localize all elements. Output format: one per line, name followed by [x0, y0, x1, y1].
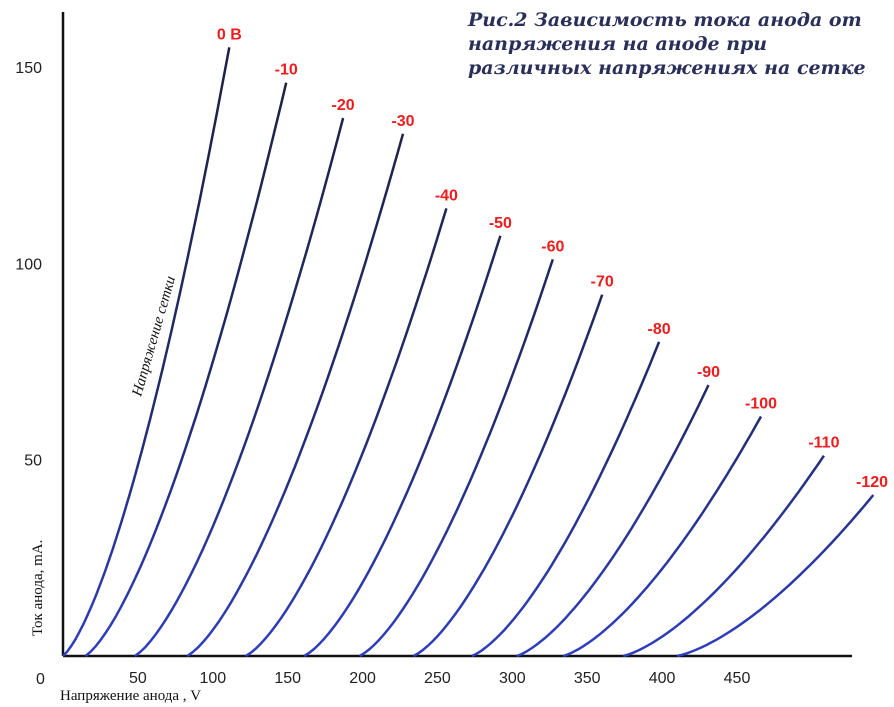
curve-line-0: [62, 47, 231, 657]
origin-label: 0: [36, 671, 45, 688]
x-tick-labels: 50 100 150 200 250 300 350 400 450: [129, 670, 750, 687]
x-tick-label: 50: [129, 670, 147, 687]
curve-label-7: -70: [591, 274, 614, 291]
x-tick-label: 300: [499, 670, 526, 687]
curve-label-0: 0 В: [217, 26, 242, 43]
curves-group: [62, 47, 875, 658]
curve-label-2: -20: [332, 97, 355, 114]
curve-line-5: [303, 235, 502, 658]
curve-label-12: -120: [856, 474, 888, 491]
y-tick-label: 150: [15, 60, 42, 77]
curve-line-7: [412, 294, 604, 658]
curve-label-5: -50: [489, 215, 512, 232]
chart-title: Рис.2 Зависимость тока анода от напряжен…: [468, 9, 866, 79]
curve-labels-group: 0 В -10 -20 -30 -40 -50 -60 -70 -80 -90 -100 -110 -1…: [217, 26, 888, 491]
x-tick-label: 450: [724, 670, 751, 687]
y-tick-labels: 150 100 50: [15, 60, 42, 470]
curve-line-11: [622, 455, 825, 658]
curve-line-3: [186, 133, 405, 658]
y-tick-label: 50: [24, 453, 42, 470]
curve-label-6: -60: [541, 238, 564, 255]
curve-line-8: [471, 341, 661, 658]
x-tick-label: 200: [349, 670, 376, 687]
curve-line-12: [676, 494, 875, 658]
curve-label-1: -10: [275, 62, 298, 79]
grid-voltage-annotation: Напряжение сетки: [129, 274, 179, 399]
curve-line-10: [562, 415, 763, 658]
curve-line-9: [516, 384, 710, 658]
x-tick-label: 250: [424, 670, 451, 687]
curve-label-8: -80: [648, 321, 671, 338]
y-axis-label: Ток анода, mA.: [30, 540, 46, 636]
x-tick-label: 150: [274, 670, 301, 687]
x-tick-label: 350: [574, 670, 601, 687]
curve-label-4: -40: [435, 187, 458, 204]
curve-line-6: [358, 259, 554, 658]
curve-line-2: [134, 117, 345, 657]
curve-label-10: -100: [745, 396, 777, 413]
curve-label-9: -90: [697, 364, 720, 381]
curve-line-1: [84, 82, 288, 657]
curve-label-3: -30: [391, 113, 414, 130]
x-axis-label: Напряжение анода , V: [60, 688, 201, 704]
y-tick-label: 100: [15, 256, 42, 273]
x-tick-label: 400: [649, 670, 676, 687]
curve-label-11: -110: [808, 435, 839, 452]
curve-line-4: [245, 208, 448, 658]
x-tick-label: 100: [199, 670, 226, 687]
